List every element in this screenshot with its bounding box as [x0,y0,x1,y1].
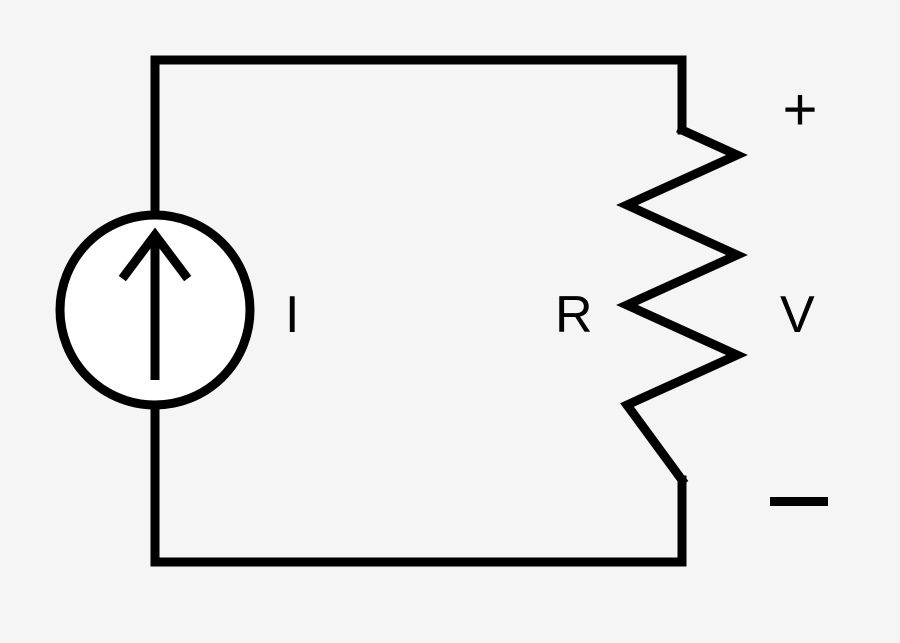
resistor-label: R [555,286,593,344]
polarity-minus-icon [770,497,828,506]
polarity-plus-icon: + [782,76,817,143]
voltage-label: V [780,286,815,344]
current-source-label: I [285,286,299,344]
circuit-diagram: I R V + [0,0,900,643]
